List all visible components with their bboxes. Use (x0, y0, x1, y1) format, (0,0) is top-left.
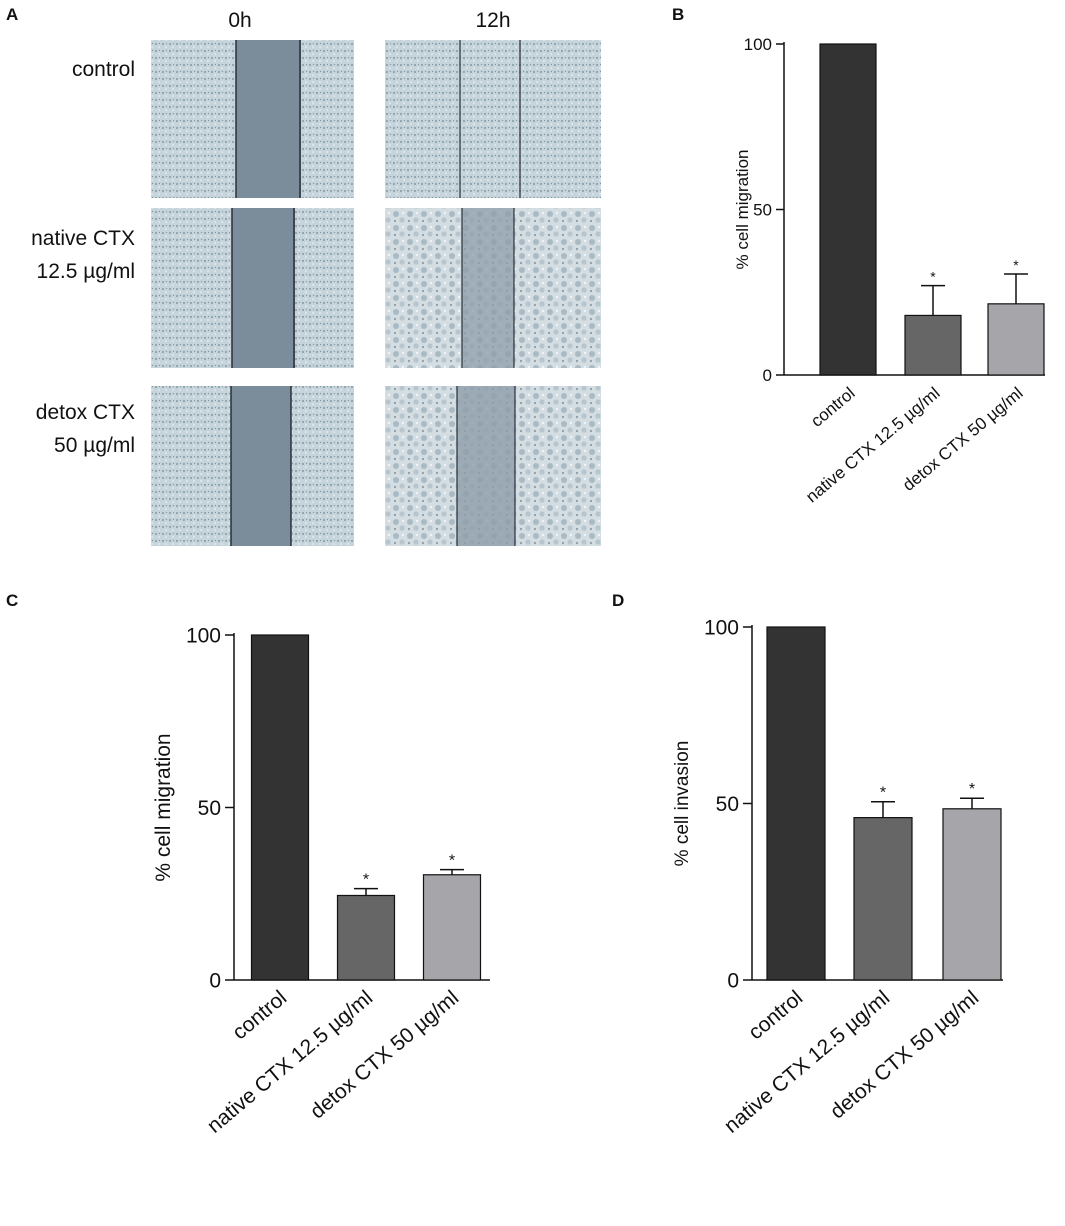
significance-marker: * (930, 269, 936, 285)
chart-panel-d: 0 50 100 % cell invasion control * native CTX … (672, 616, 1003, 1138)
y-tick-label: 50 (716, 793, 739, 816)
category-label: control (228, 986, 291, 1044)
significance-marker: * (363, 872, 369, 889)
y-axis-label: % cell invasion (672, 741, 693, 867)
bar (853, 817, 913, 981)
bar (987, 303, 1045, 376)
column-label-12h: 12h (475, 9, 510, 32)
y-tick-label: 100 (704, 616, 739, 639)
category-label: control (807, 384, 858, 431)
bar (422, 874, 482, 981)
row-label-native-line2: 12.5 µg/ml (37, 260, 135, 283)
panel-letter-b: B (672, 5, 684, 24)
y-axis-label: % cell migration (152, 733, 175, 881)
y-tick-label: 50 (198, 797, 221, 820)
significance-marker: * (880, 785, 886, 802)
row-label-native-line1: native CTX (31, 227, 135, 250)
bar (336, 894, 396, 981)
chart-panel-c: 0 50 100 % cell migration control * native CTX… (152, 624, 490, 1138)
category-label: native CTX 12.5 µg/ml (203, 986, 377, 1137)
row-label-control: control (72, 58, 135, 81)
y-axis-label: % cell migration (733, 150, 752, 270)
bar (942, 808, 1002, 981)
row-label-detox-line2: 50 µg/ml (54, 434, 135, 457)
micrograph-native-12h (385, 208, 601, 368)
column-label-0h: 0h (228, 9, 251, 32)
panel-letter-a: A (6, 5, 18, 24)
row-label-detox-line1: detox CTX (36, 401, 135, 424)
y-tick-label: 50 (753, 200, 772, 219)
category-label: detox CTX 50 µg/ml (826, 986, 983, 1123)
significance-marker: * (449, 853, 455, 870)
y-tick-label: 100 (744, 35, 772, 54)
micrograph-control-0h (151, 40, 354, 198)
micrograph-native-0h (151, 208, 354, 368)
bar (819, 43, 877, 376)
y-tick-label: 100 (186, 624, 221, 647)
bar (250, 634, 310, 981)
micrograph-detox-12h (385, 386, 601, 546)
micrograph-control-12h (385, 40, 601, 198)
panel-letter-c: C (6, 591, 18, 610)
category-label: detox CTX 50 µg/ml (306, 986, 463, 1123)
significance-marker: * (1013, 257, 1019, 273)
micrograph-detox-0h (151, 386, 354, 546)
category-label: control (744, 986, 807, 1044)
bar (766, 626, 826, 981)
bar (904, 314, 962, 376)
y-tick-label: 0 (209, 969, 221, 992)
panel-a-micrographs: 0h 12h control native CTX 12.5 µg/ml det… (31, 9, 601, 546)
y-tick-label: 0 (727, 969, 739, 992)
category-label: native CTX 12.5 µg/ml (720, 986, 894, 1137)
panel-letter-d: D (612, 591, 624, 610)
significance-marker: * (969, 781, 975, 798)
y-tick-label: 0 (763, 366, 772, 385)
